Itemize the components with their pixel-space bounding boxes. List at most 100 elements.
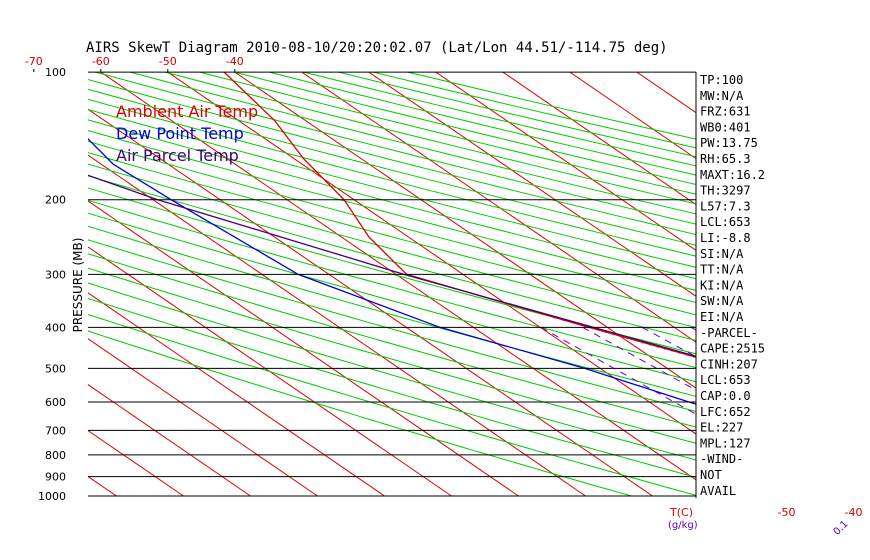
stat-item: TP:100 [700,73,743,87]
isotherm-line [88,200,519,497]
dry-adiabat-line [88,267,696,444]
pressure-tick: 600 [45,396,66,409]
mixing-ratio-line [858,327,870,496]
stat-item: LCL:653 [700,215,751,229]
dry-adiabat-line [88,330,632,497]
dry-adiabat-line [88,175,696,341]
dry-adiabat-line [88,88,696,246]
pressure-tick: 1000 [38,490,66,503]
ambient-temp-line [223,72,696,358]
stat-item: MPL:127 [700,436,751,450]
stat-item: LI:-8.8 [700,231,751,245]
dry-adiabat-line [88,225,696,397]
stat-item: TT:N/A [700,263,744,277]
isobars: 100 200 300 400 500 600 700 800 900 1000 [38,66,696,503]
mixing-ratio-line [799,327,870,496]
isotherm-line [435,72,696,251]
dry-adiabat-line [88,119,696,280]
dry-adiabat-line [88,282,696,461]
mixing-ratio-unit-label: (g/kg) [668,520,698,531]
dry-adiabat-line [234,72,696,186]
dry-adiabat-line [88,253,696,428]
isotherm-line [88,246,452,497]
stat-item: EL:227 [700,421,743,435]
pressure-tick: 700 [45,424,66,437]
top-temp-tick: -60 [92,55,110,68]
stat-item: L57:7.3 [700,199,751,213]
legend-dewpoint: Dew Point Temp [116,124,244,143]
isotherm-line [88,292,385,497]
dry-adiabat-line [88,212,696,383]
top-temp-tick: -40 [226,55,244,68]
stat-item: CINH:207 [700,357,758,371]
top-temp-tick: -70 [25,55,43,68]
stat-item: -WIND- [700,452,743,466]
stat-item: LFC:652 [700,405,751,419]
isotherm-line [301,72,696,343]
pressure-tick: 400 [45,321,66,334]
dry-adiabat-line [88,152,696,316]
isotherm-line [88,154,586,497]
pressure-tick: 500 [45,362,66,375]
pressure-tick: 900 [45,471,66,484]
dry-adiabat-line [88,98,696,257]
stat-item: PW:13.75 [700,136,758,150]
stat-item: MW:N/A [700,89,744,103]
stat-item: CAPE:2515 [700,342,765,356]
stat-item: MAXT:16.2 [700,168,765,182]
stat-item: KI:N/A [700,278,744,292]
stat-item: RH:65.3 [700,152,751,166]
isotherm-line [368,72,696,297]
stat-item: SW:N/A [700,294,744,308]
legend: Ambient Air Temp Dew Point Temp Air Parc… [116,102,258,165]
isotherm-line [0,72,50,496]
dry-adiabat-line [88,187,696,355]
isotherm-line [502,72,696,206]
bottom-temp-tick: -50 [778,506,796,519]
isotherm-line [838,72,870,496]
mixing-ratio-line [775,327,870,496]
isotherm-line [88,108,653,497]
chart-title: AIRS SkewT Diagram 2010-08-10/20:20:02.0… [86,40,668,56]
stat-item: TH:3297 [700,184,751,198]
dry-adiabat-line [88,163,696,328]
stat-item: AVAIL [700,484,736,498]
mixing-ratio-tick: 0.1 [832,519,851,538]
bottom-temp-tick: -40 [845,506,863,519]
stat-item: SI:N/A [700,247,744,261]
stat-item: NOT [700,468,722,482]
dry-adiabat-line [88,140,696,303]
isotherm-line [88,338,318,497]
mixing-ratio-line [833,327,870,496]
stat-item: EI:N/A [700,310,744,324]
top-temp-tick: -50 [159,55,177,68]
dry-adiabat-line [88,297,696,478]
dry-adiabat-line [88,108,696,268]
dry-adiabat-line [88,313,696,496]
dry-adiabat-line [88,129,696,291]
stat-item: -PARCEL- [700,326,758,340]
stat-item: WB0:401 [700,120,751,134]
dry-adiabat-line [88,239,696,412]
pressure-tick: 800 [45,449,66,462]
isotherm-line [88,384,251,497]
legend-parcel: Air Parcel Temp [116,146,239,165]
isotherm-line [234,72,696,389]
stat-item: CAP:0.0 [700,389,751,403]
dry-adiabat-line [303,72,696,167]
isotherm-line [771,72,870,496]
legend-ambient: Ambient Air Temp [116,102,258,121]
dry-adiabat-line [338,72,696,158]
y-axis-label: PRESSURE (MB) [71,238,85,333]
temp-unit-label: T(C) [669,506,693,519]
dry-adiabat-line [164,72,696,205]
stat-item: FRZ:631 [700,105,751,119]
pressure-tick: 100 [45,66,66,79]
isotherm-line [100,72,696,481]
pressure-tick: 300 [45,268,66,281]
pressure-tick: 200 [45,194,66,207]
stat-item: LCL:653 [700,373,751,387]
dry-adiabat-line [88,199,696,369]
